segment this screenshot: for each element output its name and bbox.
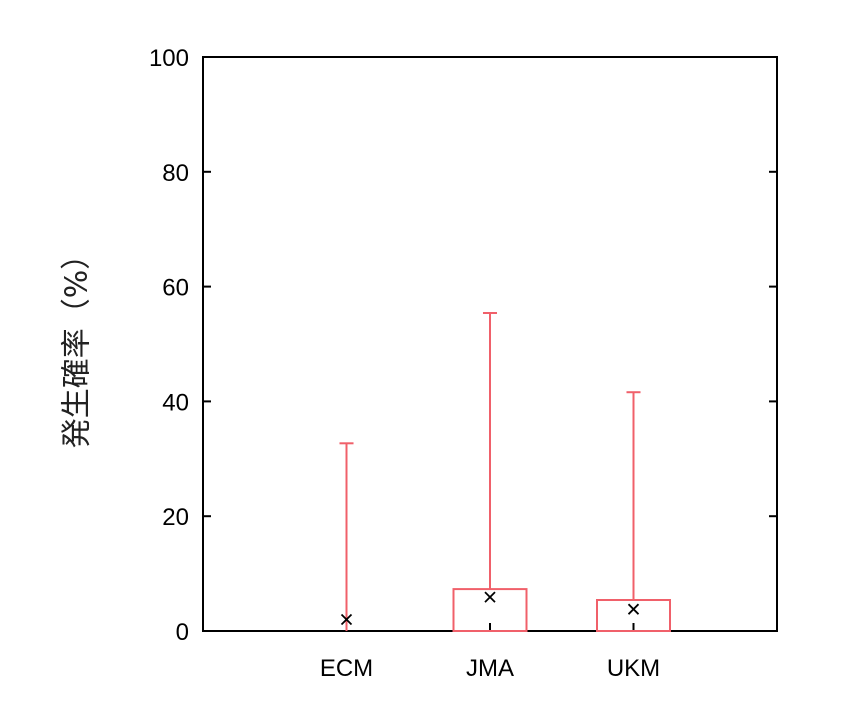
- y-tick-label: 40: [162, 389, 189, 416]
- mean-marker-JMA: [484, 591, 496, 603]
- mean-marker-stroke: [340, 613, 353, 626]
- box-UKM: [596, 599, 671, 633]
- mean-marker-UKM: [627, 603, 640, 615]
- box-JMA: [452, 588, 528, 633]
- mean-marker-stroke: [627, 603, 640, 615]
- y-tick-label: 60: [162, 275, 189, 302]
- x-tick-label: JMA: [466, 655, 514, 682]
- y-axis-label: 発生確率（%）: [60, 240, 95, 449]
- mean-marker-stroke: [484, 591, 496, 603]
- y-tick-label: 20: [162, 504, 189, 531]
- mean-marker-ECM: [340, 613, 353, 626]
- y-tick-label: 0: [176, 619, 189, 646]
- y-tick-label: 100: [149, 45, 189, 72]
- x-tick-label: UKM: [607, 655, 660, 682]
- y-tick-label: 80: [162, 160, 189, 187]
- x-tick-label: ECM: [320, 655, 373, 682]
